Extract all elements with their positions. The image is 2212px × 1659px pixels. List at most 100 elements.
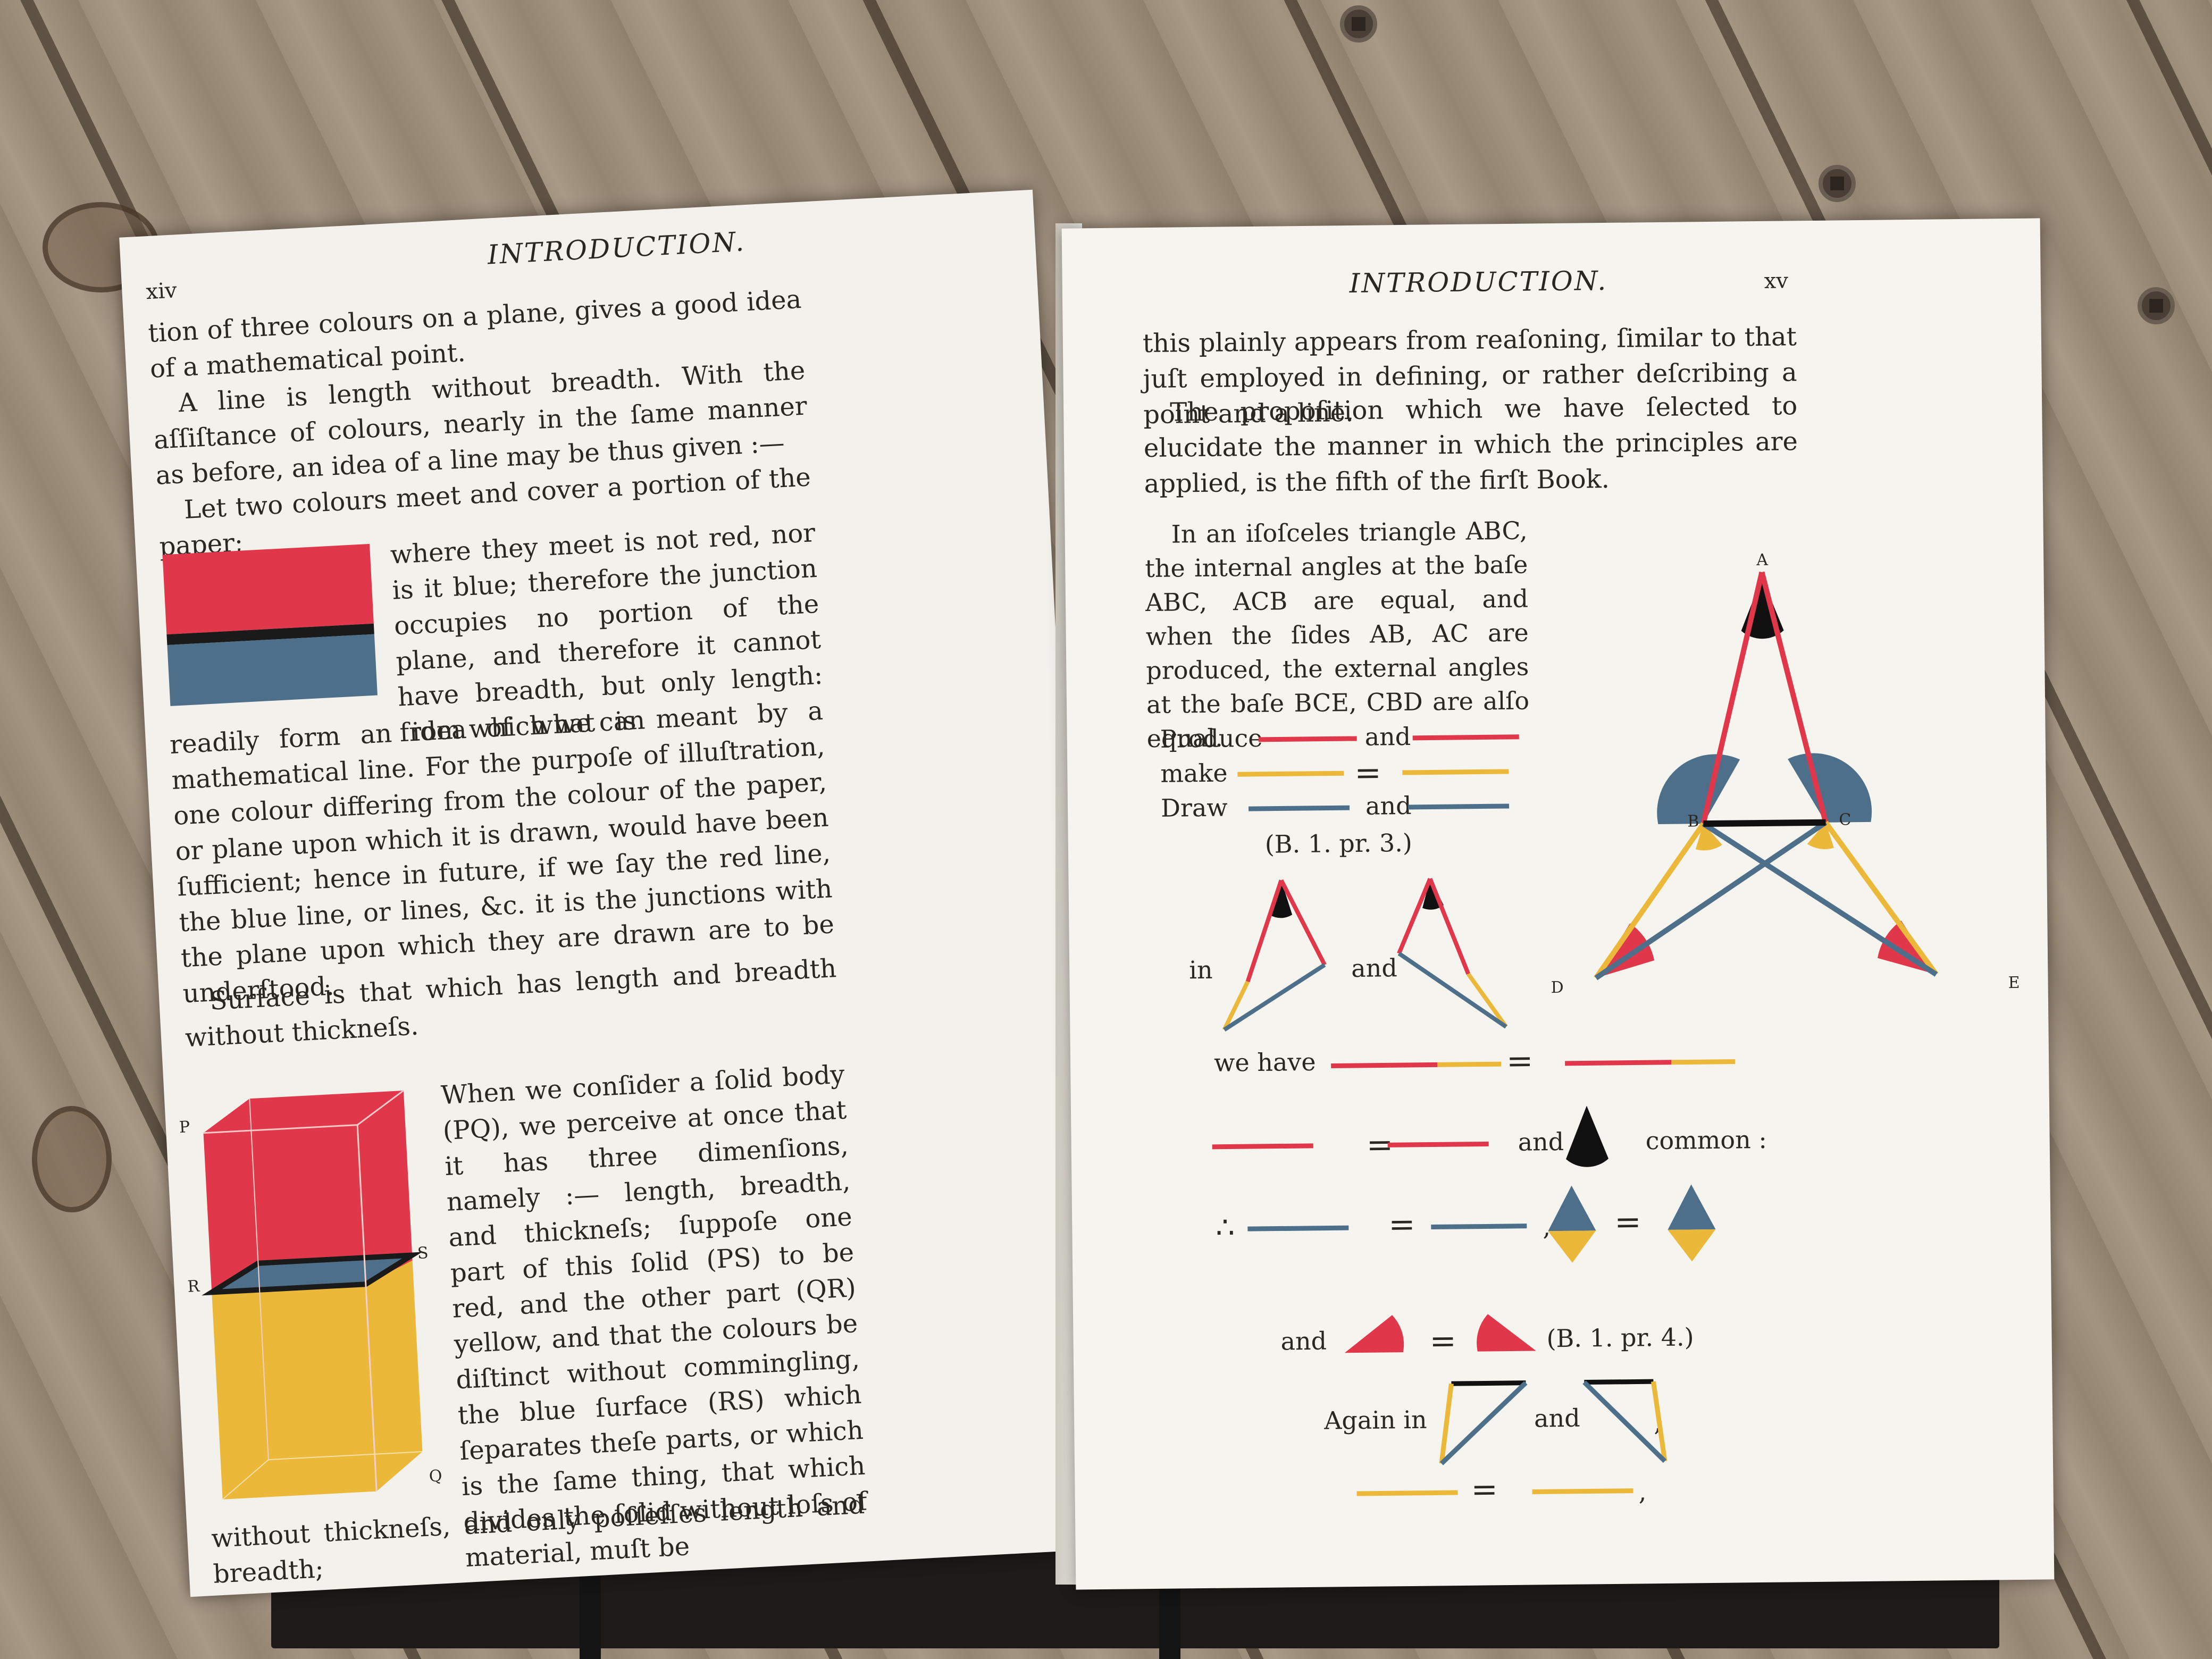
yellow-line-segment	[1650, 1381, 1668, 1462]
vertex-label-e: E	[2008, 973, 2020, 993]
yellow-equal-lines	[1356, 1488, 1633, 1496]
black-line-segment	[1584, 1379, 1654, 1385]
word-produce: Produce	[1160, 723, 1263, 753]
blue-angle-icon	[1668, 1184, 1716, 1230]
black-junction-line	[166, 623, 374, 646]
black-angle-icon	[1566, 1105, 1609, 1167]
blue-line-segment	[1247, 1225, 1349, 1231]
produce-make-draw-lines	[1237, 734, 1519, 811]
blue-line-segment	[1408, 803, 1510, 810]
screw-icon	[1819, 165, 1856, 202]
page-number: xv	[1764, 269, 1789, 294]
solid-body-figure	[202, 1090, 423, 1500]
blue-line-segment	[1249, 805, 1350, 811]
edge-line	[249, 1099, 269, 1460]
red-line-segment	[1565, 1060, 1672, 1066]
word-again-in: Again in	[1323, 1405, 1427, 1435]
line-cd-blue	[1594, 820, 1828, 981]
red-line-segment	[1258, 736, 1357, 742]
red-line-segment	[1212, 1143, 1313, 1150]
word-and: and	[1280, 1326, 1327, 1356]
isosceles-triangle-figure	[1594, 571, 1939, 981]
label-s: S	[417, 1243, 429, 1263]
we-have-lines	[1331, 1059, 1736, 1068]
blue-line-segment	[1397, 951, 1507, 1029]
theorem-text: In an iſoſceles triangle ABC, the intern…	[1145, 516, 1530, 753]
yellow-line-segment	[1402, 769, 1509, 775]
yellow-line-segment	[1532, 1488, 1633, 1495]
page-number: xiv	[145, 278, 178, 305]
angle-b-yellow	[1695, 824, 1722, 851]
base-bc-black	[1703, 819, 1826, 827]
word-we-have: we have	[1213, 1047, 1316, 1077]
word-common: common :	[1645, 1125, 1767, 1155]
vertex-label-b: B	[1687, 812, 1699, 831]
yellow-angle-icon	[1668, 1229, 1716, 1262]
word-draw: Draw	[1160, 793, 1228, 823]
blue-angle-icon	[1548, 1185, 1596, 1231]
line-be-blue	[1702, 821, 1938, 977]
small-triangle-left	[1222, 879, 1327, 1032]
yellow-angle-icon	[1548, 1230, 1596, 1263]
edge-line	[268, 1451, 423, 1461]
red-line-segment	[1412, 734, 1519, 741]
colour-line-figure	[162, 543, 378, 706]
screw-icon	[1340, 5, 1377, 43]
yellow-line-segment	[1237, 770, 1344, 777]
right-page: INTRODUCTION. xv this plainly appears fr…	[1061, 218, 2055, 1590]
blue-line-segment	[1223, 963, 1326, 1032]
red-angle-icon	[1344, 1315, 1404, 1353]
wood-knot	[32, 1106, 112, 1212]
vertex-label-d: D	[1551, 978, 1564, 998]
blue-line-segment	[1439, 1381, 1528, 1465]
therefore-symbol: ∴	[1216, 1210, 1235, 1245]
red-line-segment	[1428, 878, 1471, 975]
side-ab-red	[1700, 571, 1765, 825]
yellow-solid-part	[212, 1260, 423, 1499]
word-make: make	[1160, 758, 1228, 788]
red-line-segment	[1387, 1141, 1489, 1147]
vertex-label-a: A	[1756, 550, 1769, 570]
side-ac-red	[1759, 571, 1829, 823]
yellow-line-segment	[1467, 973, 1508, 1028]
screw-icon	[2138, 287, 2175, 324]
red-line-segment	[1331, 1062, 1438, 1068]
angle-b-blue	[1657, 754, 1740, 825]
line-bd-yellow	[1594, 822, 1706, 980]
label-r: R	[187, 1277, 200, 1296]
again-in-figures	[1439, 1379, 1668, 1465]
red-angle-icon	[1477, 1314, 1536, 1352]
angle-d-red	[1596, 923, 1655, 978]
red-line-segment	[1279, 879, 1327, 966]
therefore-row-figure	[1247, 1184, 1716, 1263]
reference: (B. 1. pr. 4.)	[1546, 1322, 1694, 1353]
blue-line-segment	[1582, 1380, 1667, 1463]
angle-e-red	[1878, 920, 1937, 975]
edge-line	[222, 1459, 269, 1500]
label-q: Q	[429, 1467, 443, 1486]
blue-surface	[202, 1252, 423, 1296]
edge-line	[356, 1125, 378, 1492]
red-region	[162, 543, 374, 635]
common-row-figure	[1212, 1105, 1609, 1167]
red-solid-part	[203, 1090, 413, 1293]
vertex-label-c: C	[1839, 810, 1851, 830]
reference: (B. 1. pr. 3.)	[1264, 828, 1413, 859]
page-header: INTRODUCTION.	[487, 226, 747, 271]
small-triangle-right	[1397, 877, 1508, 1029]
label-p: P	[179, 1118, 191, 1137]
paragraph-text: The propoſition which we have ſelected t…	[1143, 391, 1798, 499]
blue-line-segment	[1431, 1224, 1527, 1230]
page-header: INTRODUCTION.	[1349, 265, 1608, 299]
word-and: and	[1351, 953, 1398, 983]
red-line-segment	[1245, 879, 1284, 983]
angle-c-blue	[1788, 753, 1872, 823]
yellow-line-segment	[1437, 1061, 1502, 1067]
left-page: xiv INTRODUCTION. tion of three colours …	[119, 189, 1104, 1597]
angle-black	[1270, 880, 1293, 918]
red-angles-figure	[1344, 1314, 1536, 1353]
yellow-line-segment	[1439, 1383, 1454, 1464]
yellow-line-segment	[1356, 1490, 1458, 1496]
blue-region	[167, 634, 378, 706]
line-ce-yellow	[1823, 820, 1939, 976]
